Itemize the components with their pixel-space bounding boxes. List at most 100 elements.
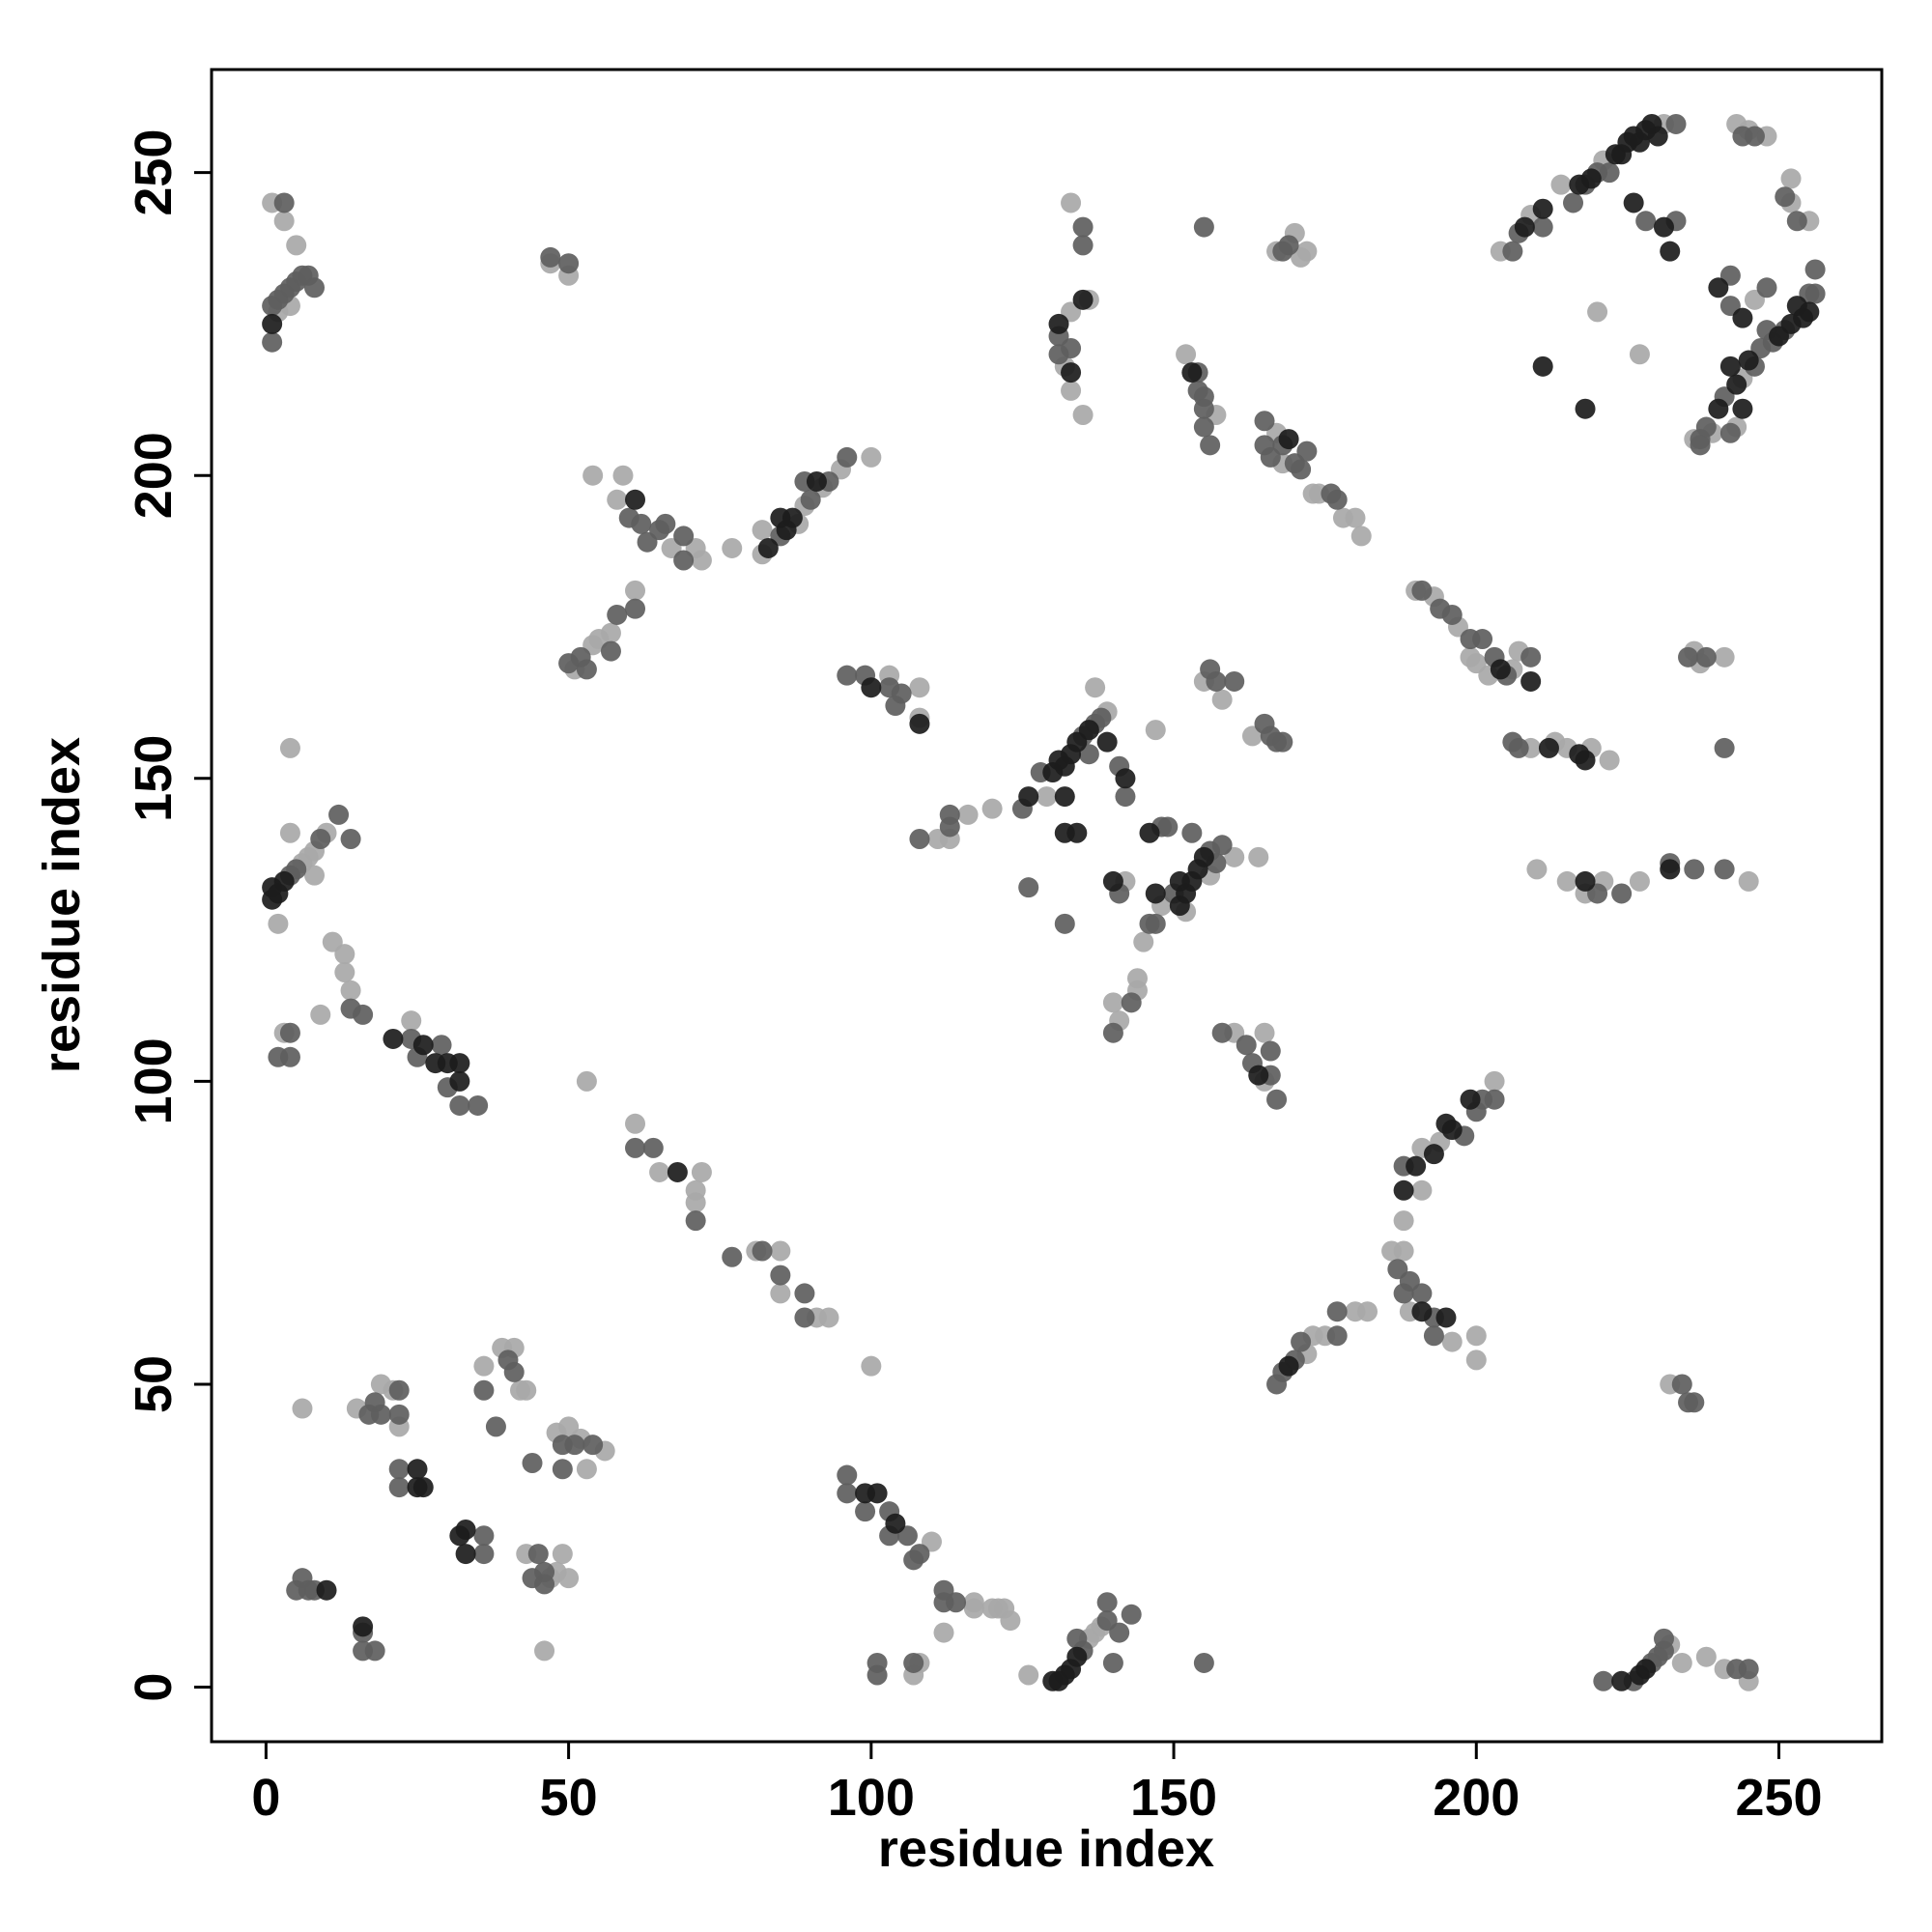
point: [534, 1640, 555, 1662]
point: [522, 1453, 543, 1473]
point: [1593, 1670, 1614, 1691]
point: [1460, 1089, 1481, 1110]
point: [861, 677, 882, 698]
point: [1684, 859, 1705, 880]
point: [412, 1477, 434, 1498]
point: [1526, 859, 1548, 880]
point: [1514, 216, 1535, 238]
point: [885, 1513, 906, 1534]
point: [1599, 162, 1620, 184]
point: [909, 713, 930, 734]
point: [655, 513, 676, 534]
x-tick-label: 150: [1130, 1769, 1217, 1827]
point: [1411, 1301, 1433, 1322]
point: [1393, 1240, 1414, 1262]
point: [685, 1210, 706, 1232]
point: [468, 1094, 489, 1116]
plot-area: [262, 113, 1826, 1691]
x-tick-label: 250: [1735, 1769, 1822, 1827]
point: [1690, 435, 1711, 456]
point: [576, 659, 597, 680]
point: [1061, 362, 1082, 384]
point: [1248, 846, 1269, 867]
point: [939, 804, 960, 825]
point: [431, 1035, 452, 1056]
point: [370, 1404, 391, 1425]
point: [316, 1579, 337, 1601]
point: [981, 798, 1003, 819]
point: [933, 1622, 954, 1643]
point: [957, 804, 979, 825]
point: [1181, 362, 1203, 384]
point: [1556, 870, 1577, 892]
point: [855, 1501, 876, 1522]
point: [1278, 235, 1299, 256]
point: [1629, 870, 1650, 892]
point: [1109, 1622, 1130, 1643]
point: [806, 470, 827, 492]
point: [1345, 507, 1366, 528]
point: [903, 1652, 924, 1673]
x-tick-label: 0: [251, 1769, 280, 1827]
point: [1484, 1070, 1505, 1092]
point: [818, 1307, 839, 1328]
point: [861, 1355, 882, 1377]
point: [473, 1379, 495, 1401]
point: [625, 1113, 646, 1134]
point: [867, 1483, 888, 1504]
point: [1278, 1355, 1299, 1377]
point: [1441, 1331, 1463, 1352]
point: [353, 1616, 374, 1637]
point: [1072, 404, 1094, 425]
point: [600, 622, 621, 643]
point: [1520, 646, 1542, 668]
point: [1139, 822, 1160, 843]
point: [1472, 629, 1493, 650]
point: [1508, 737, 1529, 758]
point: [1000, 1610, 1021, 1632]
point: [1769, 326, 1790, 347]
point: [534, 1574, 555, 1595]
point: [540, 246, 561, 268]
point: [909, 829, 930, 850]
point: [1684, 1392, 1705, 1413]
point: [1635, 211, 1657, 232]
point: [527, 1544, 549, 1565]
point: [1266, 1089, 1288, 1110]
point: [1200, 435, 1221, 456]
point: [1254, 411, 1275, 432]
point: [1102, 870, 1123, 892]
point: [1393, 1179, 1414, 1201]
point: [607, 604, 628, 625]
point: [1072, 235, 1094, 256]
point: [1520, 670, 1542, 692]
point: [1775, 186, 1796, 208]
point: [552, 1459, 573, 1480]
point: [1072, 216, 1094, 238]
point: [1291, 459, 1312, 480]
point: [1211, 689, 1233, 710]
point: [1719, 355, 1741, 377]
x-axis-title: residue index: [878, 1820, 1214, 1878]
point: [1206, 670, 1227, 692]
point: [1176, 344, 1197, 365]
point: [279, 1046, 300, 1067]
point: [800, 489, 821, 510]
point: [612, 465, 634, 486]
point: [1260, 1040, 1281, 1062]
point: [1193, 398, 1214, 419]
point: [582, 465, 604, 486]
point: [607, 489, 628, 510]
point: [485, 1416, 506, 1437]
point: [946, 1592, 967, 1613]
point: [1744, 126, 1765, 147]
point: [1786, 211, 1807, 232]
point: [401, 1010, 422, 1032]
point: [1054, 786, 1075, 808]
point: [449, 1053, 470, 1074]
point: [691, 1161, 712, 1182]
point: [1278, 429, 1299, 450]
point: [867, 1664, 888, 1686]
point: [558, 253, 580, 274]
point: [279, 822, 300, 843]
